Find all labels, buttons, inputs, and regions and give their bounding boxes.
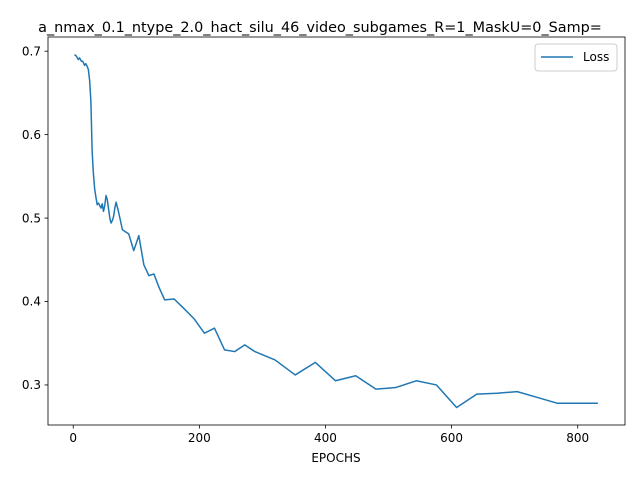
series-line-loss — [73, 53, 598, 409]
legend-box — [534, 43, 618, 72]
y-tick-label: 0.7 — [22, 44, 41, 58]
legend-label-loss: Loss — [583, 50, 609, 64]
legend: Loss — [534, 43, 618, 72]
x-tick-label: 200 — [188, 431, 211, 445]
y-tick-label: 0.4 — [22, 295, 41, 309]
x-tick-label: 0 — [69, 431, 77, 445]
x-tick-label: 600 — [440, 431, 463, 445]
x-tick-label: 800 — [566, 431, 589, 445]
chart-title: a_nmax_0.1_ntype_2.0_hact_silu_46_video_… — [38, 20, 602, 36]
series-layer — [73, 53, 598, 409]
y-tick-label: 0.6 — [22, 128, 41, 142]
y-tick-label: 0.5 — [22, 211, 41, 225]
x-axis-label: EPOCHS — [311, 451, 360, 465]
y-tick-label: 0.3 — [22, 378, 41, 392]
axes-frame — [47, 36, 626, 426]
x-axis-ticks: 0 200 400 600 800 — [69, 425, 589, 445]
plot-area: 0 200 400 600 800 0.3 0.4 0.5 0.6 0.7 — [22, 36, 626, 445]
y-axis-ticks: 0.3 0.4 0.5 0.6 0.7 — [22, 44, 48, 392]
x-tick-label: 400 — [314, 431, 337, 445]
